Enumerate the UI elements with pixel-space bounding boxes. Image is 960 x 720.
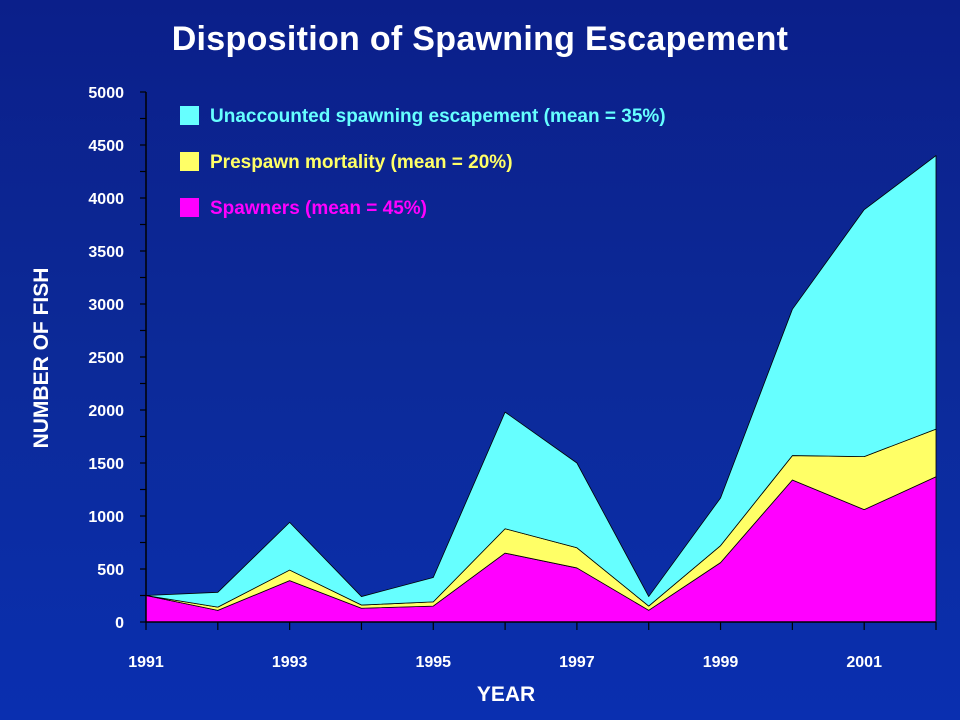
y-tick-label: 3000 [88,297,124,314]
y-tick-label: 3500 [88,244,124,261]
legend-swatch-spawners [180,198,199,217]
y-tick-label: 2500 [88,350,124,367]
y-tick-label: 1500 [88,456,124,473]
y-tick-label: 500 [97,562,124,579]
legend-swatch-unaccounted [180,106,199,125]
x-tick-label: 1991 [128,654,164,671]
x-tick-label: 1999 [703,654,739,671]
y-tick-label: 5000 [88,85,124,102]
y-tick-label: 2000 [88,403,124,420]
y-tick-label: 4500 [88,138,124,155]
y-tick-label: 1000 [88,509,124,526]
x-tick-label: 1993 [272,654,308,671]
y-tick-label: 4000 [88,191,124,208]
legend-label-unaccounted: Unaccounted spawning escapement (mean = … [210,106,666,127]
legend-label-spawners: Spawners (mean = 45%) [210,198,427,219]
y-tick-label: 0 [115,615,124,632]
y-axis-title: NUMBER OF FISH [30,268,53,449]
x-tick-label: 1995 [415,654,451,671]
legend-label-prespawn: Prespawn mortality (mean = 20%) [210,152,513,173]
area-unaccounted [145,155,937,608]
legend-swatch-prespawn [180,152,199,171]
x-tick-label: 1997 [559,654,595,671]
chart-title: Disposition of Spawning Escapement [171,20,789,58]
x-tick-label: 2001 [846,654,882,671]
x-axis-title: YEAR [477,683,535,706]
